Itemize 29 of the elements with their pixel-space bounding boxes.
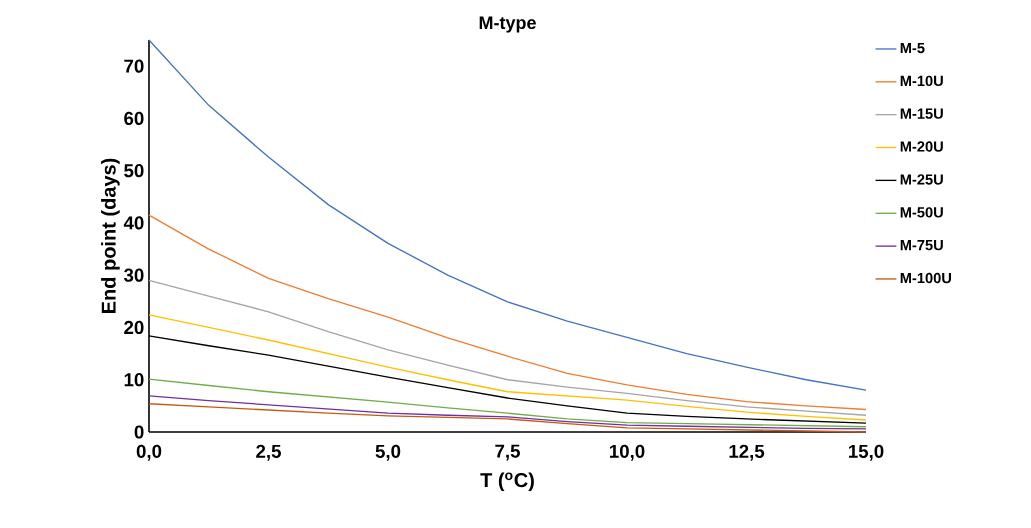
x-tick-label: 7,5 xyxy=(495,444,520,461)
x-axis-title: T ($^{o}$C) xyxy=(480,472,534,492)
legend-label: M-100U xyxy=(900,272,951,284)
y-tick-label: 0 xyxy=(134,425,144,439)
legend-label: M-15U xyxy=(900,108,943,119)
y-tick-label: 40 xyxy=(123,216,144,230)
x-tick-label: 12,5 xyxy=(729,444,765,461)
x-tick-label: 5,0 xyxy=(375,444,401,461)
y-tick-label: 20 xyxy=(124,320,144,335)
x-tick-label: 0,0 xyxy=(136,444,162,461)
y-tick-label: 30 xyxy=(123,268,144,282)
legend-label: M-75U xyxy=(900,240,943,251)
legend-label: M-50U xyxy=(900,207,943,218)
y-tick-label: 70 xyxy=(124,59,144,73)
line-series xyxy=(148,39,867,391)
line-series xyxy=(148,279,867,416)
y-tick-label: 60 xyxy=(124,111,144,126)
chart-title: M-type xyxy=(479,16,536,33)
x-tick-label: 2,5 xyxy=(256,444,281,461)
legend-label: M-5 xyxy=(900,42,925,54)
line-series xyxy=(148,214,867,411)
legend-label: M-20U xyxy=(900,141,943,152)
y-tick-label: 50 xyxy=(124,164,144,178)
legend-label: M-25U xyxy=(900,174,943,185)
legend-label: M-10U xyxy=(900,75,943,87)
x-tick-label: 15,0 xyxy=(849,444,884,461)
y-tick-label: 10 xyxy=(124,373,144,387)
x-tick-label: 10,0 xyxy=(610,444,645,461)
y-axis-title: End point (days) xyxy=(101,158,120,313)
